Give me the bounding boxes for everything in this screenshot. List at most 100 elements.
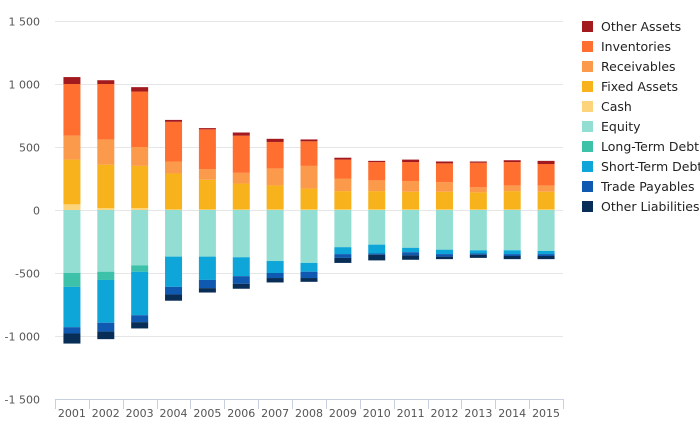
y-tick-label: 1 500 xyxy=(9,16,41,29)
legend-swatch xyxy=(582,40,593,52)
bar-segment-trade-payables xyxy=(469,253,487,255)
legend-swatch xyxy=(582,200,593,212)
bar-segment-receivables xyxy=(97,139,115,165)
bar-segment-trade-payables xyxy=(131,315,149,323)
bar-segment-equity xyxy=(97,210,115,272)
legend-item-equity[interactable]: Equity xyxy=(582,116,700,136)
bar-segment-receivables xyxy=(334,178,352,192)
bar-segment-other-assets xyxy=(232,132,250,136)
bar-segment-equity xyxy=(63,210,81,273)
bar-segment-cash xyxy=(334,209,352,210)
bar-segment-short-term-debt xyxy=(435,249,453,255)
legend-label: Long-Term Debt xyxy=(601,138,700,154)
bar-segment-fixed-assets xyxy=(266,185,284,210)
legend-item-other-assets[interactable]: Other Assets xyxy=(582,16,700,36)
bar-segment-fixed-assets xyxy=(402,191,420,210)
legend-swatch xyxy=(582,180,593,192)
bar-segment-other-assets xyxy=(503,160,521,163)
bar-segment-trade-payables xyxy=(232,276,250,284)
bar-segment-other-liabilities xyxy=(503,255,521,260)
bar-segment-other-assets xyxy=(469,161,487,163)
legend-item-short-term-debt[interactable]: Short-Term Debt xyxy=(582,156,700,176)
bar-segment-long-term-debt xyxy=(131,265,149,272)
bar-segment-other-liabilities xyxy=(266,278,284,283)
bar-segment-fixed-assets xyxy=(131,165,149,209)
bar-segment-inventories xyxy=(469,162,487,188)
legend-item-trade-payables[interactable]: Trade Payables xyxy=(582,176,700,196)
bar-segment-receivables xyxy=(368,180,386,192)
bar-segment-other-liabilities xyxy=(469,254,487,258)
bar-segment-trade-payables xyxy=(334,254,352,258)
bar-segment-equity xyxy=(300,210,318,263)
bar-segment-trade-payables xyxy=(63,327,81,334)
bar-segment-short-term-debt xyxy=(503,250,521,255)
bar-segment-equity xyxy=(131,210,149,266)
bar-segment-other-liabilities xyxy=(334,257,352,263)
bar-segment-cash xyxy=(402,209,420,210)
bar-segment-equity xyxy=(165,210,183,257)
bar-segment-equity xyxy=(266,210,284,262)
bar-segment-fixed-assets xyxy=(537,191,555,210)
x-tick-label: 2005 xyxy=(193,407,221,420)
legend-item-other-liabilities[interactable]: Other Liabilities xyxy=(582,196,700,216)
bar-segment-other-assets xyxy=(435,161,453,164)
bar-segment-other-liabilities xyxy=(97,331,115,340)
bar-segment-receivables xyxy=(165,161,183,174)
bar-segment-other-liabilities xyxy=(198,288,216,293)
legend: Other Assets Inventories Receivables Fix… xyxy=(582,16,700,216)
bar-segment-trade-payables xyxy=(97,322,115,332)
bar-segment-other-assets xyxy=(266,138,284,142)
bar-segment-fixed-assets xyxy=(165,173,183,210)
legend-item-inventories[interactable]: Inventories xyxy=(582,36,700,56)
bar-segment-receivables xyxy=(266,168,284,186)
bar-segment-short-term-debt xyxy=(97,279,115,323)
legend-item-cash[interactable]: Cash xyxy=(582,96,700,116)
x-tick-label: 2004 xyxy=(160,407,188,420)
bar-segment-short-term-debt xyxy=(300,262,318,272)
legend-swatch xyxy=(582,160,593,172)
bar-segment-short-term-debt xyxy=(266,261,284,273)
bar-segment-inventories xyxy=(537,164,555,186)
bar-segment-other-assets xyxy=(97,80,115,84)
x-tick-label: 2013 xyxy=(464,407,492,420)
bar-segment-other-assets xyxy=(368,160,386,163)
legend-label: Inventories xyxy=(601,38,671,54)
bar-segment-cash xyxy=(232,209,250,210)
bar-segment-trade-payables xyxy=(537,254,555,256)
legend-label: Equity xyxy=(601,118,641,134)
bar-segment-fixed-assets xyxy=(435,191,453,210)
bar-segment-cash xyxy=(97,208,115,210)
bar-segment-other-assets xyxy=(300,139,318,142)
legend-swatch xyxy=(582,120,593,132)
x-tick-label: 2008 xyxy=(295,407,323,420)
x-tick-label: 2012 xyxy=(430,407,458,420)
legend-item-receivables[interactable]: Receivables xyxy=(582,56,700,76)
legend-swatch xyxy=(582,60,593,72)
bar-segment-cash xyxy=(368,209,386,210)
legend-label: Trade Payables xyxy=(601,178,695,194)
bar-segment-equity xyxy=(368,210,386,245)
bar-segment-trade-payables xyxy=(402,252,420,256)
bar-segment-receivables xyxy=(198,169,216,180)
legend-label: Receivables xyxy=(601,58,676,74)
x-tick-label: 2014 xyxy=(498,407,526,420)
bar-segment-inventories xyxy=(368,162,386,181)
bar-segment-other-liabilities xyxy=(131,322,149,329)
bar-segment-equity xyxy=(435,210,453,250)
bar-segment-other-assets xyxy=(198,128,216,130)
x-tick-label: 2006 xyxy=(227,407,255,420)
bar-segment-equity xyxy=(402,210,420,248)
legend-item-long-term-debt[interactable]: Long-Term Debt xyxy=(582,136,700,156)
bar-segment-cash xyxy=(503,209,521,210)
legend-swatch xyxy=(582,100,593,112)
bar-segment-other-liabilities xyxy=(232,283,250,289)
bar-segment-inventories xyxy=(402,162,420,182)
x-tick-label: 2001 xyxy=(58,407,86,420)
bar-segment-inventories xyxy=(198,129,216,170)
legend-label: Other Assets xyxy=(601,18,682,34)
bar-segment-cash xyxy=(300,209,318,210)
bar-segment-inventories xyxy=(97,84,115,140)
legend-item-fixed-assets[interactable]: Fixed Assets xyxy=(582,76,700,96)
bar-segment-fixed-assets xyxy=(63,159,81,205)
bar-segment-receivables xyxy=(469,187,487,193)
